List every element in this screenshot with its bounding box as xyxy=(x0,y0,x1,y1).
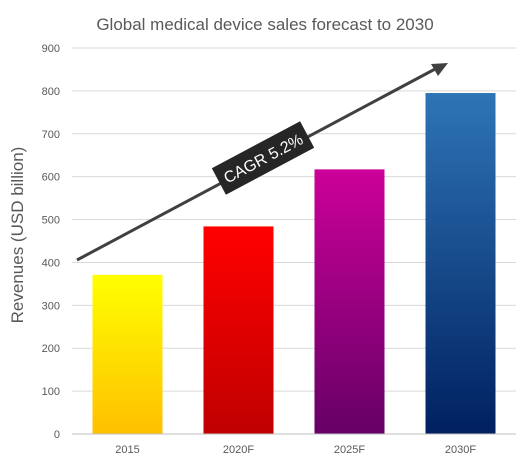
bar-2020f xyxy=(203,226,274,434)
y-tick-label: 900 xyxy=(42,43,60,55)
bar-2025f xyxy=(314,169,385,434)
x-tick-label: 2030F xyxy=(445,444,476,456)
y-tick-label: 0 xyxy=(54,429,60,441)
x-axis-ticks: 2015 2020F 2025F 2030F xyxy=(115,444,476,456)
cagr-label-box xyxy=(211,121,315,195)
cagr-label: CAGR 5.2% xyxy=(211,121,315,195)
x-tick-label: 2025F xyxy=(334,444,365,456)
y-tick-label: 300 xyxy=(42,300,60,312)
y-axis-label: Revenues (USD billion) xyxy=(8,147,27,324)
chart-title: Global medical device sales forecast to … xyxy=(96,15,433,34)
y-tick-label: 800 xyxy=(42,86,60,98)
y-tick-label: 100 xyxy=(42,386,60,398)
y-tick-label: 200 xyxy=(42,343,60,355)
y-tick-label: 700 xyxy=(42,129,60,141)
y-tick-label: 400 xyxy=(42,257,60,269)
y-axis-ticks: 0 100 200 300 400 500 600 700 800 900 xyxy=(42,43,60,441)
trend-arrowhead xyxy=(431,63,448,76)
bar-2015 xyxy=(92,274,163,434)
y-tick-label: 500 xyxy=(42,215,60,227)
y-tick-label: 600 xyxy=(42,172,60,184)
bars xyxy=(92,93,496,435)
bar-2030f xyxy=(425,93,496,435)
x-tick-label: 2020F xyxy=(223,444,254,456)
x-tick-label: 2015 xyxy=(115,444,139,456)
